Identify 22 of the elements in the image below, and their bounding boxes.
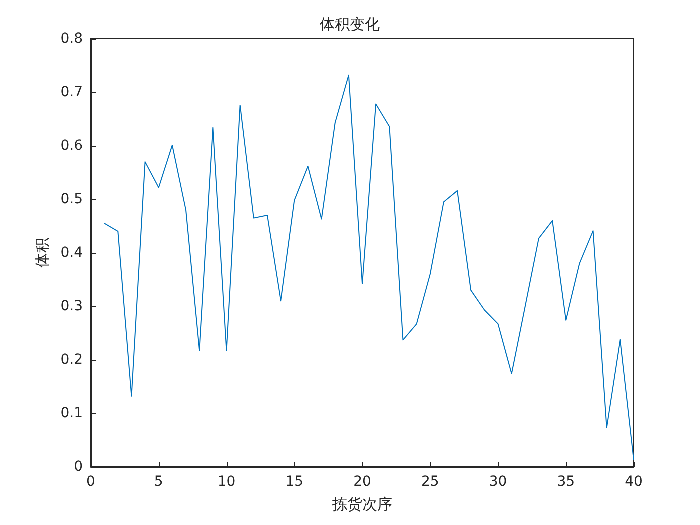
y-tick-label: 0 (74, 459, 83, 475)
y-tick-label: 0.4 (60, 245, 84, 261)
x-axis-title: 拣货次序 (332, 496, 392, 514)
y-tick-label: 0.6 (60, 138, 84, 154)
x-tick-label: 25 (421, 474, 440, 490)
y-tick-label: 0.1 (60, 406, 83, 422)
y-tick-label: 0.7 (60, 84, 83, 100)
y-tick-label: 0.8 (60, 31, 83, 47)
y-axis-title: 体积 (33, 238, 52, 268)
x-tick-label: 0 (86, 474, 96, 490)
x-tick-label: 15 (286, 474, 304, 490)
x-tick-label: 5 (154, 474, 164, 490)
x-tick-label: 35 (557, 474, 576, 490)
x-tick-label: 20 (354, 474, 372, 490)
x-tick-label: 10 (218, 474, 236, 490)
y-tick-label: 0.2 (60, 352, 83, 368)
y-tick-label: 0.3 (60, 298, 83, 314)
chart-title: 体积变化 (320, 16, 380, 34)
line-series (104, 74, 634, 461)
y-tick-label: 0.5 (60, 192, 83, 208)
x-tick-label: 30 (489, 474, 508, 490)
x-tick-label: 40 (625, 474, 643, 490)
